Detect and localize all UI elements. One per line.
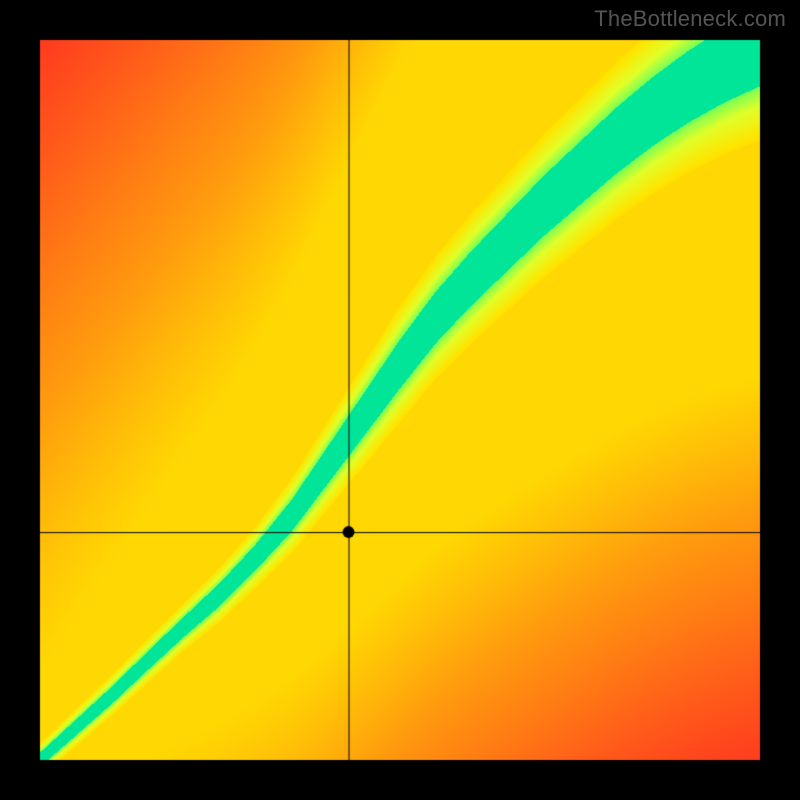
- attribution-label: TheBottleneck.com: [594, 6, 786, 32]
- chart-root: TheBottleneck.com: [0, 0, 800, 800]
- heatmap-canvas: [0, 0, 800, 800]
